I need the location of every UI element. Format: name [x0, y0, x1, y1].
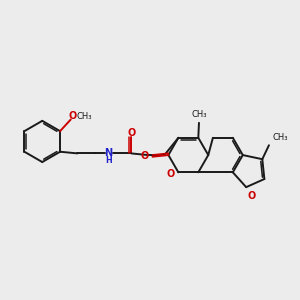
- Text: O: O: [68, 111, 76, 121]
- Text: O: O: [166, 169, 174, 179]
- Text: CH₃: CH₃: [272, 133, 288, 142]
- Text: O: O: [248, 191, 256, 201]
- Text: CH₃: CH₃: [191, 110, 207, 119]
- Text: H: H: [105, 156, 112, 165]
- Text: N: N: [104, 148, 113, 158]
- Text: CH₃: CH₃: [77, 112, 92, 121]
- Text: O: O: [141, 151, 149, 161]
- Text: O: O: [127, 128, 135, 139]
